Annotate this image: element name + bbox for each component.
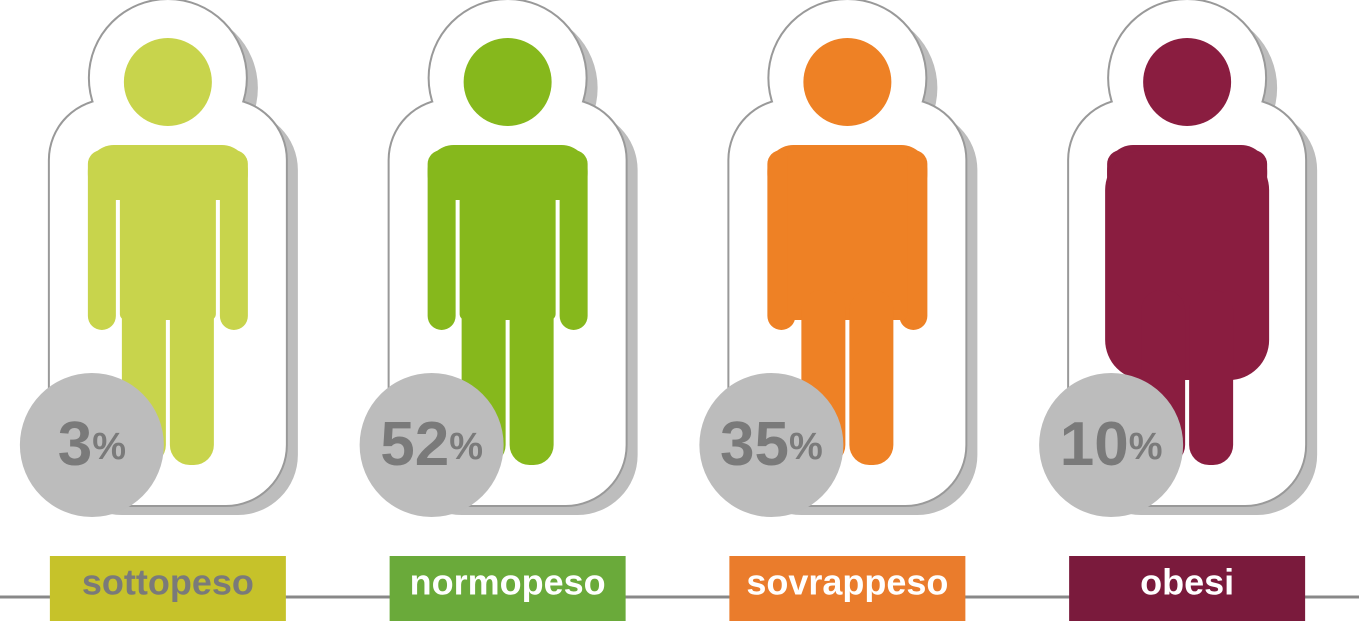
figure-group: 35% sovrappeso [699,0,978,621]
value-label: 3% [58,410,126,479]
value-unit: % [92,426,126,468]
figure-group: 3% sottopeso [19,0,298,621]
figure-group: 10% obesi [1039,0,1318,621]
value-badge [19,373,164,517]
value-label: 52% [380,410,483,479]
value-label: 35% [720,410,823,479]
right-leg [169,290,214,465]
value-badge [1039,373,1184,517]
category-box [1069,556,1306,621]
head [463,38,552,126]
value-label: 10% [1060,410,1163,479]
value-number: 3 [58,410,92,479]
torso [459,150,556,320]
category-label: sottopeso [82,562,254,603]
head [1143,38,1232,126]
category-box [49,556,286,621]
category-box [729,556,966,621]
torso [119,150,216,320]
left-arm [427,150,456,330]
right-leg [1189,290,1234,465]
category-box [389,556,626,621]
right-arm [219,150,248,330]
right-arm [559,150,588,330]
category-label: normopeso [410,562,606,603]
value-badge [359,373,504,517]
category-label: obesi [1140,562,1234,603]
value-unit: % [1129,426,1163,468]
value-unit: % [789,426,823,468]
right-leg [509,290,554,465]
right-leg [849,290,894,465]
torso [1105,150,1270,380]
value-number: 10 [1060,410,1129,479]
torso [787,150,908,320]
head [803,38,892,126]
value-number: 35 [720,410,789,479]
category-label: sovrappeso [746,562,948,603]
value-number: 52 [380,410,449,479]
head [123,38,212,126]
left-arm [87,150,116,330]
figure-group: 52% normopeso [359,0,638,621]
value-unit: % [449,426,483,468]
value-badge [699,373,844,517]
